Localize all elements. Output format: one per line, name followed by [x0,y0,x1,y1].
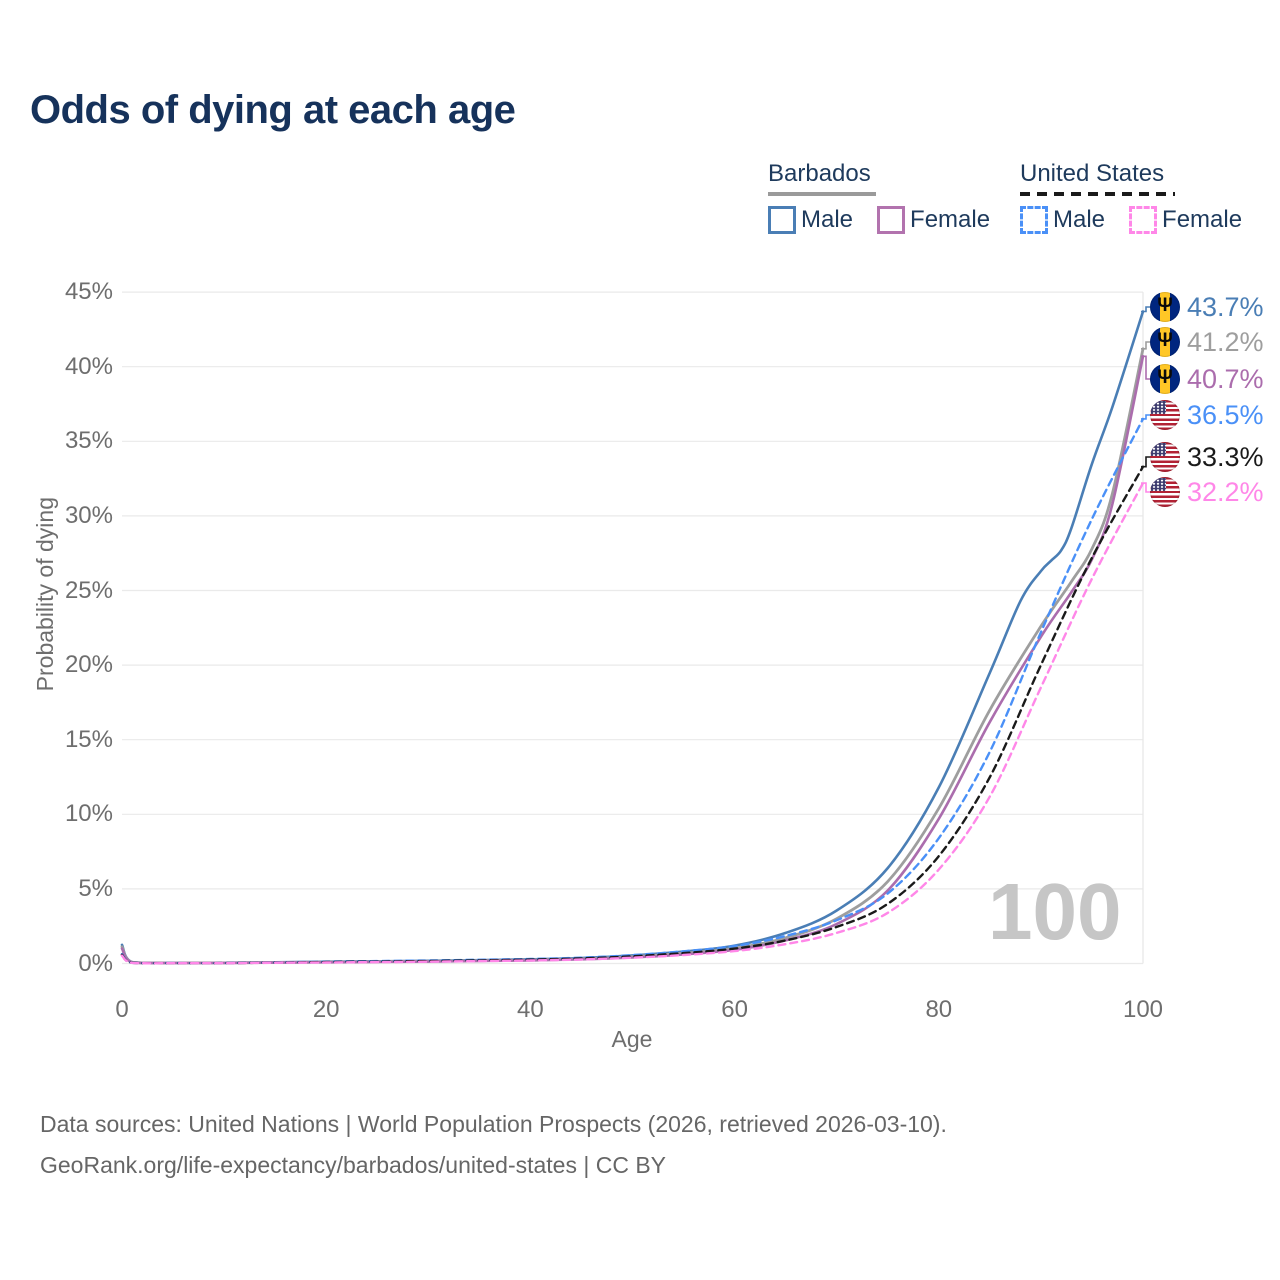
legend-title-united-states: United States [1020,160,1165,187]
legend-underline-united-states-dashed [1020,192,1175,196]
end-label-united-states-male: 36.5% [1150,398,1264,432]
line-united-states-female[interactable] [120,481,1145,965]
end-label-value: 43.7% [1187,291,1264,322]
end-label-connector-united-states-both [1141,456,1150,468]
legend-item-barbados-female[interactable]: Female [877,206,990,234]
legend-item-united-states-male[interactable]: Male [1020,206,1105,234]
x-axis-title: Age [611,1026,653,1052]
end-label-united-states-both: 33.3% [1150,440,1264,474]
y-tick-label-40: 40% [64,352,113,380]
data-sources-line: Data sources: United Nations | World Pop… [40,1111,947,1137]
y-tick-label-45: 45% [64,278,113,306]
legend-group-united-states: United States Male Female [1020,160,1266,234]
x-tick-label-80: 80 [925,996,953,1023]
barbados-flag-icon [1150,292,1180,322]
end-label-value: 32.2% [1187,476,1264,507]
y-tick-label-25: 25% [64,576,113,604]
y-tick-label-15: 15% [64,725,113,753]
united-states-flag-icon [1150,400,1180,430]
barbados-female-swatch-icon [877,206,906,234]
end-label-value: 40.7% [1187,363,1264,394]
legend-item-label: Female [1162,206,1243,233]
y-tick-label-30: 30% [64,501,113,529]
united-states-flag-icon [1150,477,1180,507]
y-tick-label-5: 5% [78,874,113,902]
end-label-barbados-both: 41.2% [1150,325,1264,359]
legend-item-label: Male [1053,206,1106,233]
end-label-connector-united-states-male [1141,414,1150,420]
legend-item-united-states-female[interactable]: Female [1129,206,1242,234]
x-tick-label-60: 60 [721,996,748,1023]
end-label-barbados-female: 40.7% [1150,362,1264,396]
x-tick-label-20: 20 [312,996,340,1023]
end-label-value: 36.5% [1187,399,1264,430]
united-states-male-swatch-icon [1020,206,1048,234]
end-label-connector-united-states-female [1141,482,1150,493]
legend-item-label: Male [801,206,854,233]
x-tick-label-40: 40 [517,996,544,1023]
legend-group-barbados: Barbados Male Female [768,160,1014,234]
end-label-connector-barbados-female [1141,355,1150,380]
hovered-age-watermark: 100 [988,867,1122,956]
end-label-value: 33.3% [1187,441,1264,472]
end-label-barbados-male: 43.7% [1150,290,1264,324]
end-label-connector-barbados-male [1141,306,1150,313]
y-tick-label-20: 20% [64,651,113,679]
y-tick-label-0: 0% [78,949,113,977]
x-tick-label-0: 0 [115,996,129,1023]
end-label-united-states-female: 32.2% [1150,475,1264,509]
end-label-connector-barbados-both [1141,341,1150,350]
barbados-flag-icon [1150,364,1180,394]
footer: Data sources: United Nations | World Pop… [40,1104,947,1186]
legend-underline-barbados-solid [768,192,876,196]
attribution-line: GeoRank.org/life-expectancy/barbados/uni… [40,1152,667,1178]
x-tick-label-100: 100 [1122,996,1164,1023]
legend-title-barbados: Barbados [768,160,871,187]
united-states-female-swatch-icon [1129,206,1158,234]
legend-item-label: Female [910,206,991,233]
barbados-male-swatch-icon [768,206,796,234]
barbados-flag-icon [1150,327,1180,357]
y-tick-label-35: 35% [64,427,113,455]
legend-item-barbados-male[interactable]: Male [768,206,853,234]
united-states-flag-icon [1150,442,1180,472]
end-label-value: 41.2% [1187,326,1264,357]
page-title: Odds of dying at each age [30,88,516,132]
y-tick-label-10: 10% [64,800,113,828]
